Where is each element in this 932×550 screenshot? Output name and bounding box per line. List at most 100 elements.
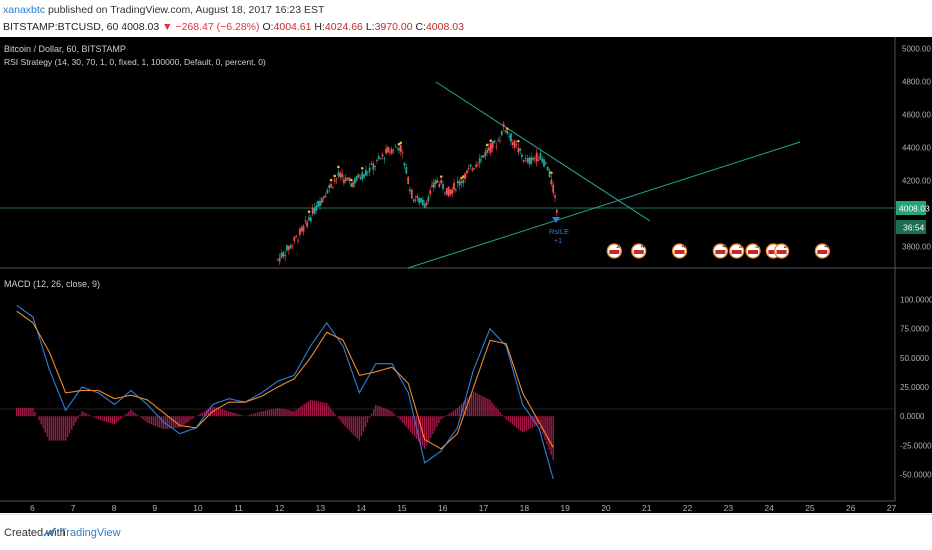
candle-body [526,158,529,162]
sell-signal-marker[interactable]: RsiLE +1 [549,217,569,245]
candle-body [388,151,391,153]
candle-body [420,198,422,203]
price-tick-label: 4200.00 [902,177,931,186]
descending-trendline[interactable] [435,81,651,222]
candle-body [460,181,463,184]
chart-header: xanaxbtc published on TradingView.com, A… [0,0,932,36]
rsi-dot [439,175,443,178]
candle-body [544,162,547,164]
candle-body [427,196,430,202]
candle-body [462,180,465,184]
time-tick-label: 26 [846,503,856,513]
candle-body [555,209,558,213]
candle-body [304,220,307,222]
tradingview-brand-link[interactable]: TradingView [60,527,121,539]
candle-body [480,155,483,158]
rsi-dot [337,165,340,169]
rsi-dot [399,141,403,145]
candle-body [412,199,415,202]
event-flag-count: 3 [755,243,759,250]
rsi-dot [349,178,353,182]
macd-tick-label: 25.0000 [900,383,929,392]
candle-body [372,163,375,170]
candle-body [550,179,553,185]
candle-body [295,235,298,237]
event-flag-stripe [817,250,828,254]
event-flag-stripe [776,250,787,254]
event-flag: 4 [671,243,688,259]
candle-body [381,154,384,157]
candle-body [454,189,457,191]
candle-body [447,186,450,197]
macd-tick-label: -50.0000 [900,471,932,480]
time-tick-label: 7 [71,503,76,513]
rsi-dot [485,143,489,147]
candle-body [469,164,472,167]
event-flags[interactable]: 244433324 [606,243,831,259]
candle-body [399,144,402,152]
low-label: L: [365,21,375,33]
price-tick-label: 4600.00 [902,111,931,120]
chart-frame[interactable]: Bitcoin / Dollar, 60, BITSTAMP RSI Strat… [0,37,932,513]
candle-body [423,204,426,208]
candle-body [308,217,310,221]
time-tick-label: 10 [193,503,203,513]
candle-body [394,146,397,148]
time-tick-label: 19 [560,503,570,513]
close-value: 4008.03 [425,21,464,33]
event-flag-stripe [674,250,685,254]
candle-body [287,246,290,250]
time-tick-label: 24 [764,503,774,513]
candle-body [315,205,318,211]
candle-body [335,178,338,180]
event-flag: 2 [606,243,622,259]
candle-body [342,179,345,184]
macd-pane-title: MACD (12, 26, close, 9) [4,279,100,289]
candle-body [477,164,479,166]
event-flag-stripe [609,250,620,254]
indicator-title: RSI Strategy (14, 30, 70, 1, 0, fixed, 1… [4,57,266,67]
candle-body [322,196,325,199]
candle-body [431,185,433,187]
author-link[interactable]: xanaxbtc [3,4,46,16]
candle-body [333,179,336,182]
event-flag-stripe [715,250,726,254]
candle-body [466,170,468,174]
candle-body [302,225,305,232]
rsi-dot [329,178,333,182]
candle-body [533,158,536,159]
candle-body [370,163,373,165]
footer: Created with TradingView [0,514,932,550]
main-pane-title: Bitcoin / Dollar, 60, BITSTAMP [4,44,126,54]
candle-body [528,157,531,165]
candle-body [436,180,439,183]
event-flag: 4 [631,243,647,259]
event-flag-count: 4 [722,243,726,250]
ascending-trendline[interactable] [407,141,801,269]
candle-body [276,259,279,260]
candle-body [344,177,347,182]
symbol-line: BITSTAMP:BTCUSD, 60 [3,21,119,33]
time-tick-label: 14 [356,503,366,513]
candle-body [300,227,303,232]
candle-body [293,236,296,242]
candle-body [309,217,312,222]
quote-line: BITSTAMP:BTCUSD, 60 4008.03 ▼ −268.47 (−… [3,21,464,33]
rsi-dot [307,210,311,213]
event-flag: 4 [814,243,831,259]
candle-body [368,167,371,172]
macd-axis-ticks: 100.0000 75.0000 50.0000 25.0000 0.0000 -25.0… [900,296,932,480]
price-candles [276,121,558,265]
candle-body [442,184,444,189]
candle-body [467,168,470,170]
macd-tick-label: 100.0000 [900,296,932,305]
candle-body [449,189,452,195]
high-value: 4024.66 [324,21,363,33]
candle-body [524,158,527,160]
chart-svg[interactable]: Bitcoin / Dollar, 60, BITSTAMP RSI Strat… [0,37,932,513]
candle-body [548,170,551,178]
candle-body [418,197,421,204]
time-tick-label: 11 [234,503,243,513]
candle-body [365,169,367,176]
rsi-dot [360,167,364,170]
